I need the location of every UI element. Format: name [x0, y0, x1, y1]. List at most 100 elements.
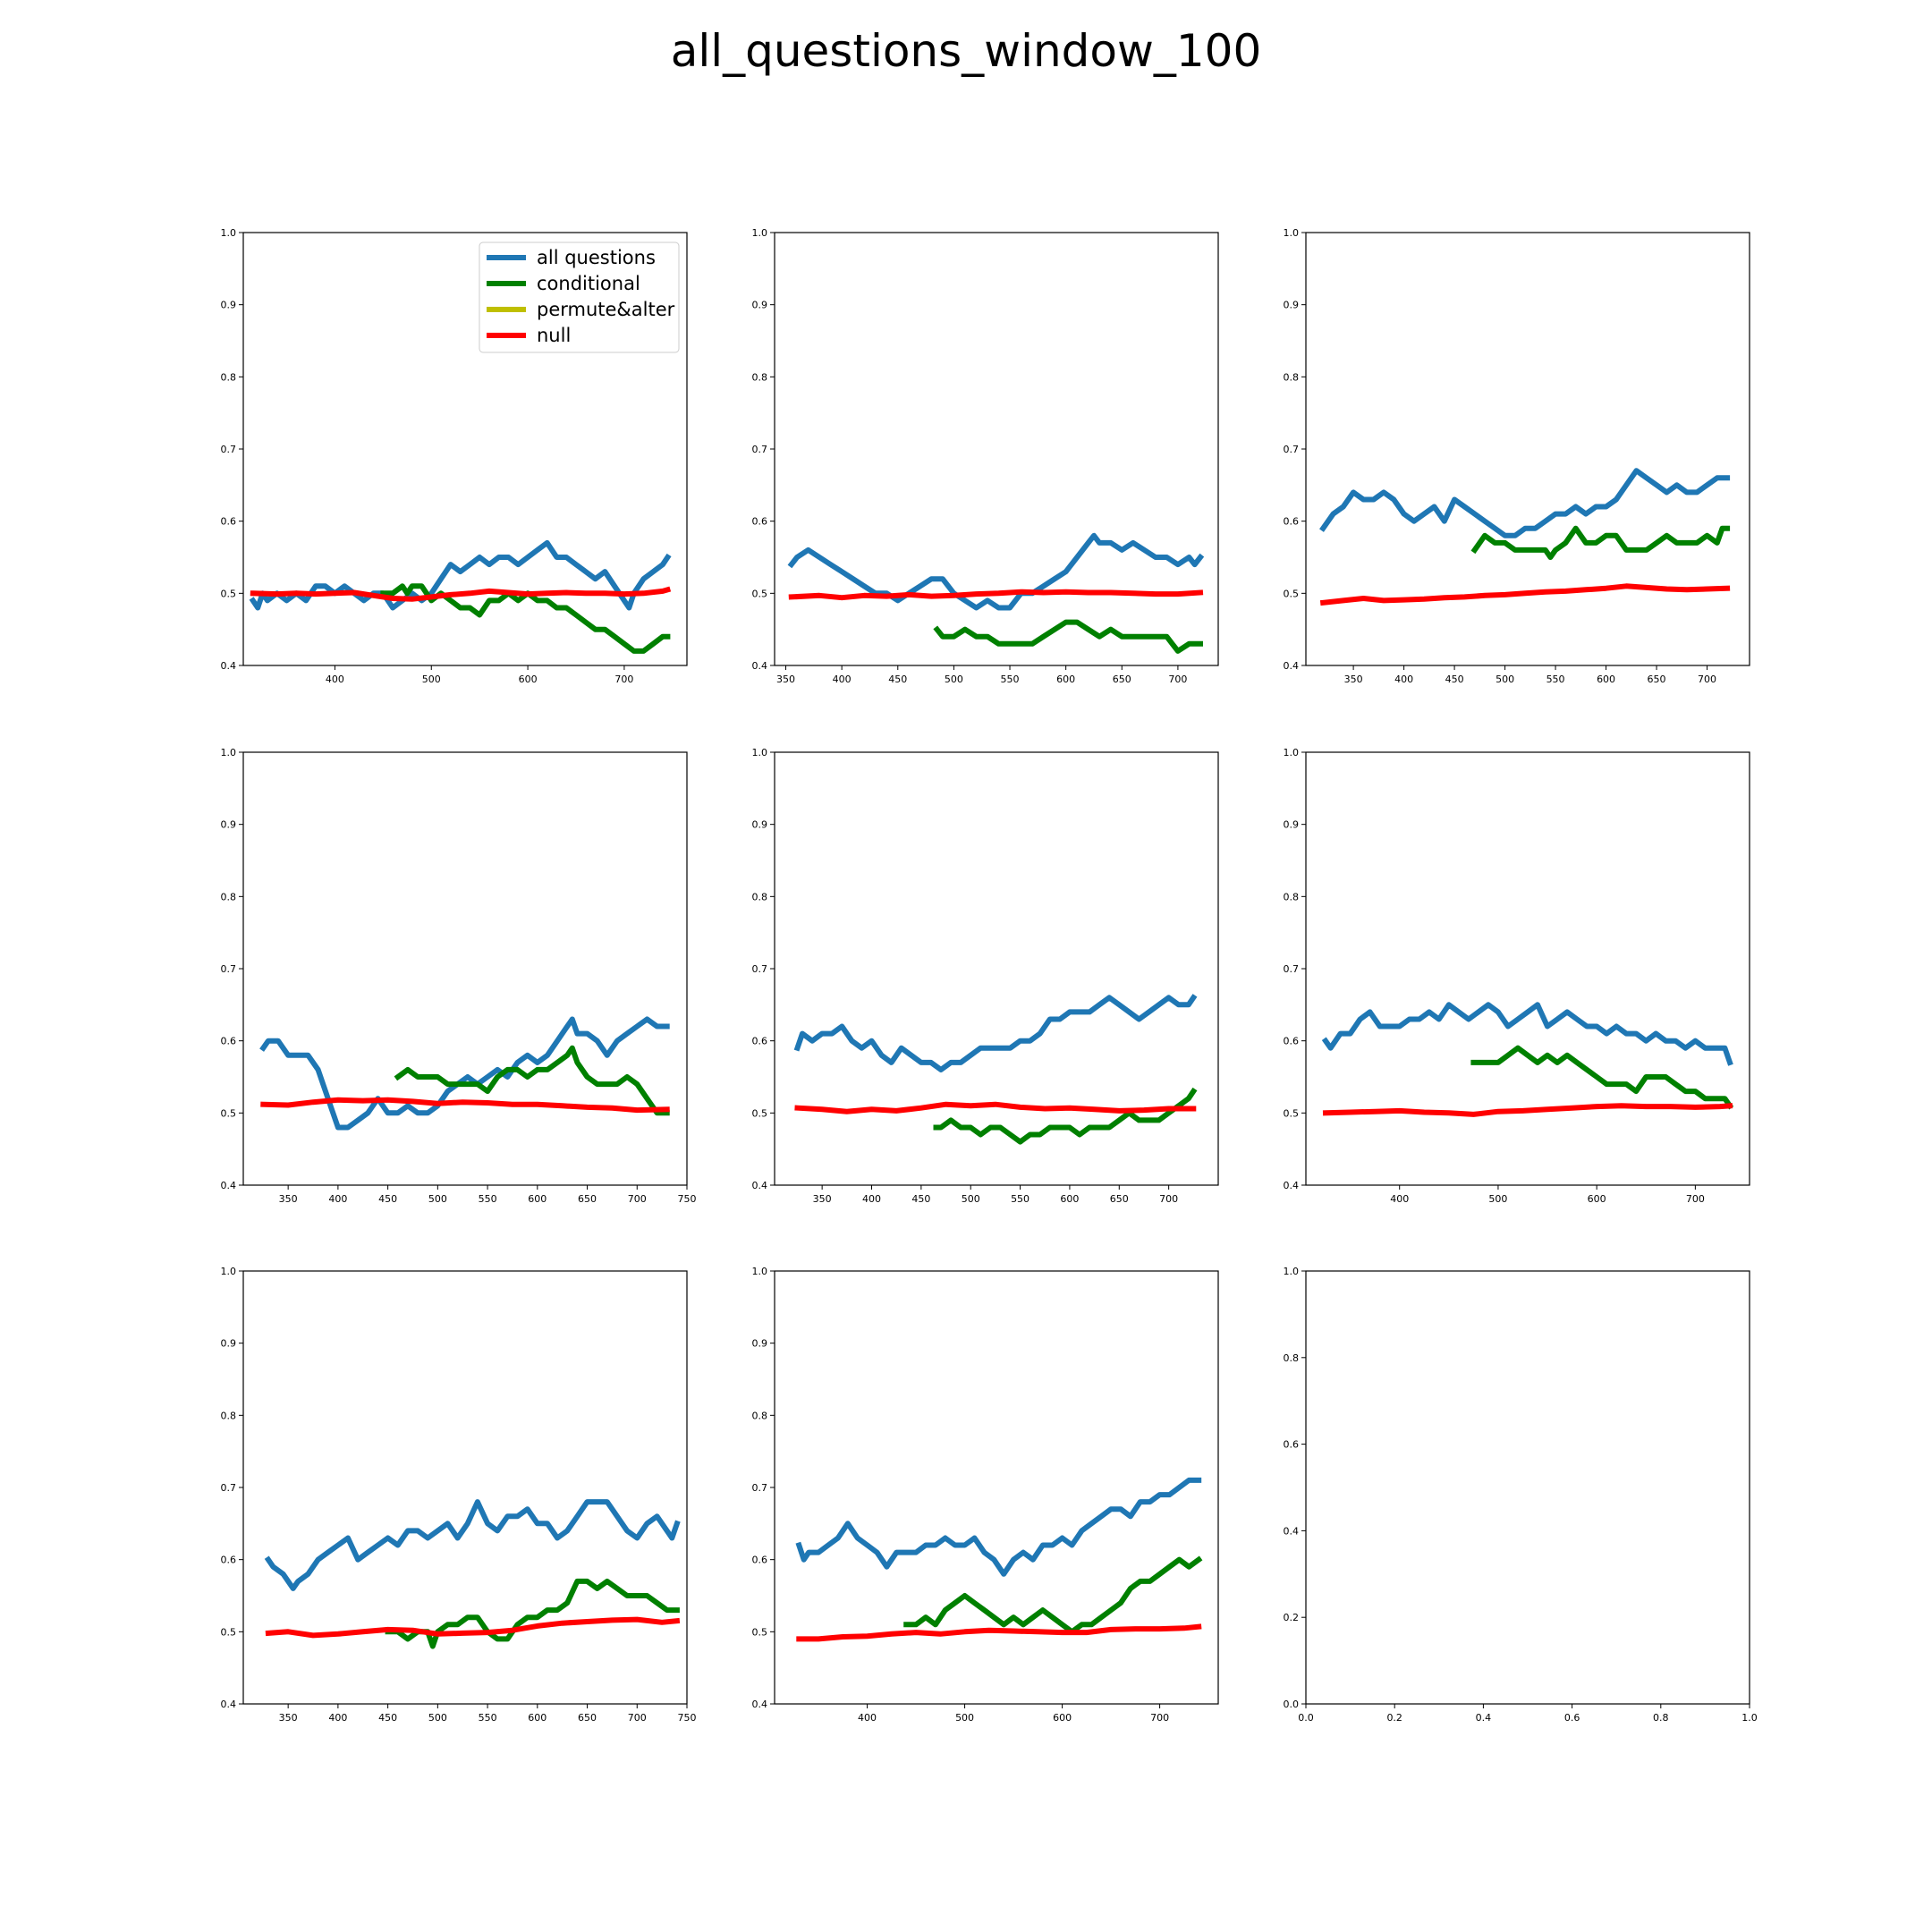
y-tick-label: 0.8: [221, 371, 237, 383]
subplot-2: 0.4 0.5 0.6 0.7 0.8 0.9 1.0 350 400 450 500 550 600 6…: [752, 227, 1219, 685]
y-tick-label: 0.0: [1284, 1699, 1300, 1710]
y-tick-label: 1.0: [752, 227, 768, 239]
y-tick-label: 0.7: [221, 1482, 237, 1494]
x-tick-label: 0.4: [1476, 1712, 1492, 1724]
series-line-conditional: [380, 583, 671, 654]
x-tick-label: 750: [678, 1193, 697, 1205]
series-group: [787, 532, 1205, 654]
y-tick-label: 0.2: [1284, 1612, 1300, 1623]
y-tick-label: 0.4: [752, 1180, 768, 1191]
series-line-null: [1322, 1103, 1733, 1117]
y-tick-label: 0.8: [752, 371, 768, 383]
y-tick-label: 1.0: [221, 227, 237, 239]
series-line-all-questions: [1319, 468, 1731, 538]
y-tick-label: 0.5: [221, 1107, 237, 1119]
series-line-all-questions: [787, 532, 1205, 611]
x-tick-label: 400: [328, 1193, 347, 1205]
x-tick-label: 400: [858, 1712, 877, 1724]
y-tick-label: 0.6: [752, 1036, 768, 1047]
y-tick-label: 0.4: [221, 1180, 237, 1191]
legend-label: permute&alter: [537, 299, 675, 320]
x-tick-label: 450: [911, 1193, 930, 1205]
x-tick-label: 600: [1588, 1193, 1606, 1205]
x-tick-label: 700: [628, 1193, 647, 1205]
y-tick-label: 0.6: [1284, 516, 1300, 528]
series-group: [249, 539, 672, 654]
y-tick-label: 0.6: [1284, 1439, 1300, 1451]
x-tick-label: 600: [519, 674, 538, 685]
series-line-all-questions: [249, 539, 672, 611]
y-tick-label: 1.0: [1284, 227, 1300, 239]
x-tick-label: 700: [1698, 674, 1716, 685]
x-tick-label: 700: [1686, 1193, 1705, 1205]
series-line-conditional: [933, 619, 1203, 654]
subplot-7: 0.4 0.5 0.6 0.7 0.8 0.9 1.0 350 400 450 500 550 600 6…: [221, 1266, 697, 1724]
series-line-null: [250, 586, 672, 602]
y-tick-label: 0.4: [752, 660, 768, 672]
axes-frame: [1305, 751, 1750, 1186]
x-tick-label: 500: [428, 1712, 447, 1724]
x-tick-label: 550: [479, 1712, 497, 1724]
y-tick-label: 0.9: [221, 300, 237, 311]
subplot-1: 0.4 0.5 0.6 0.7 0.8 0.9 1.0 400 500 600 700: [221, 227, 688, 685]
y-tick-label: 0.9: [1284, 300, 1300, 311]
x-tick-label: 650: [1113, 674, 1131, 685]
y-tick-label: 0.4: [1284, 660, 1300, 672]
legend: all questions conditional permute&alter nul…: [479, 242, 680, 353]
y-tick-label: 0.6: [221, 516, 237, 528]
y-tick-label: 0.8: [752, 1410, 768, 1421]
y-tick-label: 0.6: [752, 1555, 768, 1566]
y-tick-label: 0.5: [1284, 588, 1300, 599]
series-line-conditional: [903, 1555, 1203, 1635]
series-line-null: [788, 589, 1204, 601]
y-tick-label: 0.8: [221, 891, 237, 902]
x-tick-label: 0.0: [1298, 1712, 1314, 1724]
y-tick-label: 0.7: [221, 963, 237, 975]
y-tick-label: 0.9: [752, 1338, 768, 1350]
x-tick-label: 650: [578, 1193, 597, 1205]
y-tick-label: 0.9: [221, 1338, 237, 1350]
subplot-5: 0.4 0.5 0.6 0.7 0.8 0.9 1.0 350 400 450 500 550 600 6…: [752, 747, 1219, 1205]
x-tick-label: 450: [888, 674, 907, 685]
y-tick-label: 0.4: [752, 1699, 768, 1710]
series-line-conditional: [394, 1045, 670, 1116]
series-group: [793, 994, 1198, 1145]
y-tick-label: 1.0: [752, 1266, 768, 1277]
legend-box: [479, 242, 680, 353]
y-tick-label: 0.5: [221, 1626, 237, 1638]
y-tick-label: 0.7: [1284, 963, 1300, 975]
x-tick-label: 400: [1390, 1193, 1409, 1205]
x-tick-label: 400: [833, 674, 852, 685]
y-tick-label: 0.9: [752, 819, 768, 831]
y-tick-label: 0.8: [1284, 371, 1300, 383]
x-tick-label: 700: [1150, 1712, 1169, 1724]
x-tick-label: 500: [428, 1193, 447, 1205]
x-tick-label: 550: [1001, 674, 1020, 685]
y-tick-label: 0.5: [752, 1626, 768, 1638]
subplot-6: 0.4 0.5 0.6 0.7 0.8 0.9 1.0 400 500 600 700: [1284, 747, 1750, 1205]
y-tick-label: 0.5: [752, 1107, 768, 1119]
axes-frame: [1305, 1270, 1750, 1705]
x-tick-label: 700: [1168, 674, 1187, 685]
x-tick-label: 1.0: [1741, 1712, 1758, 1724]
y-tick-label: 0.5: [221, 588, 237, 599]
y-tick-label: 0.5: [752, 588, 768, 599]
y-tick-label: 0.4: [221, 660, 237, 672]
x-tick-label: 650: [1648, 674, 1666, 685]
series-group: [259, 1016, 670, 1131]
y-tick-label: 1.0: [1284, 747, 1300, 758]
axes-frame: [242, 1270, 688, 1705]
x-tick-label: 500: [1496, 674, 1514, 685]
y-tick-label: 1.0: [221, 747, 237, 758]
subplot-4: 0.4 0.5 0.6 0.7 0.8 0.9 1.0 350 400 450 500 550 600 6…: [221, 747, 697, 1205]
series-line-all-questions: [795, 1477, 1202, 1577]
x-tick-label: 350: [1344, 674, 1363, 685]
x-tick-label: 550: [479, 1193, 497, 1205]
series-line-null: [1319, 583, 1731, 606]
subplot-3: 0.4 0.5 0.6 0.7 0.8 0.9 1.0 350 400 450 500 550 600 6…: [1284, 227, 1750, 685]
series-line-conditional: [1470, 1045, 1734, 1110]
y-tick-label: 0.7: [752, 444, 768, 455]
y-tick-label: 1.0: [752, 747, 768, 758]
series-line-all-questions: [259, 1016, 670, 1131]
